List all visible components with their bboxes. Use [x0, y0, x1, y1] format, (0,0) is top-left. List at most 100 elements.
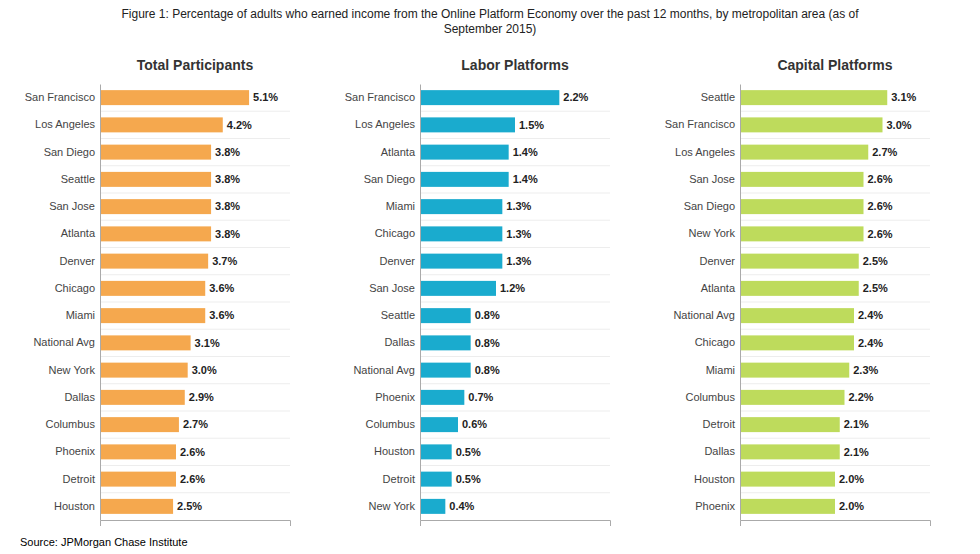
separator — [420, 465, 610, 466]
data-label: 2.6% — [180, 446, 205, 458]
title: Figure 1: Percentage of adults who earne… — [121, 7, 859, 36]
data-label: 3.8% — [215, 200, 240, 212]
data-label: 3.8% — [215, 228, 240, 240]
data-labels: 5.1%4.2%3.8%3.8%3.8%3.8%3.7%3.6%3.6%3.1%… — [177, 91, 278, 512]
data-label: 2.2% — [849, 391, 874, 403]
separator — [100, 492, 290, 493]
bar — [100, 390, 185, 405]
y-tick: Denver — [700, 255, 736, 267]
title-line: September 2015) — [444, 22, 537, 36]
data-label: 5.1% — [253, 91, 278, 103]
data-label: 2.6% — [868, 173, 893, 185]
y-tick: Columbus — [365, 418, 415, 430]
y-tick-label: Phoenix — [695, 500, 735, 512]
y-tick-label: San Jose — [689, 173, 735, 185]
y-tick: Miami — [706, 364, 735, 376]
separator — [420, 329, 610, 330]
panel-title: Capital Platforms — [777, 57, 892, 73]
bar — [740, 444, 840, 459]
separator — [420, 274, 610, 275]
y-tick-label: San Francisco — [665, 118, 735, 130]
data-label: 2.0% — [839, 500, 864, 512]
bar — [740, 145, 868, 160]
y-tick-label: New York — [49, 364, 96, 376]
bar — [420, 499, 445, 514]
y-tick: Chicago — [695, 336, 735, 348]
bar — [100, 117, 223, 132]
data-label: 0.5% — [456, 473, 481, 485]
data-label: 2.5% — [863, 255, 888, 267]
bar — [100, 281, 205, 296]
bar — [420, 390, 464, 405]
y-tick-label: Los Angeles — [35, 118, 95, 130]
separator — [740, 383, 930, 384]
y-tick-label: New York — [369, 500, 416, 512]
y-tick: Columbus — [45, 418, 95, 430]
bar — [100, 254, 208, 269]
y-tick-label: Seattle — [381, 309, 415, 321]
data-label: 0.8% — [475, 337, 500, 349]
data-label: 2.9% — [189, 391, 214, 403]
y-tick-label: Detroit — [703, 418, 735, 430]
separator — [740, 138, 930, 139]
separator — [740, 329, 930, 330]
source: Source: JPMorgan Chase Institute — [20, 536, 188, 548]
bar — [740, 472, 835, 487]
bar — [100, 172, 211, 187]
y-tick: Detroit — [703, 418, 735, 430]
bar — [420, 254, 502, 269]
data-labels: 3.1%3.0%2.7%2.6%2.6%2.6%2.5%2.5%2.4%2.4%… — [839, 91, 917, 512]
bar — [740, 90, 887, 105]
bar — [100, 363, 188, 378]
bar — [740, 254, 859, 269]
bars — [100, 90, 249, 514]
y-tick: Seattle — [381, 309, 415, 321]
separator — [100, 438, 290, 439]
bar — [420, 472, 452, 487]
y-tick-label: San Francisco — [345, 91, 415, 103]
y-tick-label: Seattle — [701, 91, 735, 103]
data-label: 0.7% — [468, 391, 493, 403]
x-axis-line — [101, 521, 291, 527]
y-tick: Miami — [386, 200, 415, 212]
data-label: 2.4% — [858, 337, 883, 349]
bar — [740, 363, 849, 378]
data-label: 0.8% — [475, 309, 500, 321]
data-label: 3.1% — [195, 337, 220, 349]
bars — [740, 90, 887, 514]
y-tick-label: Columbus — [45, 418, 95, 430]
data-label: 1.4% — [513, 146, 538, 158]
data-label: 2.4% — [858, 309, 883, 321]
bar — [740, 417, 840, 432]
y-tick: Chicago — [55, 282, 95, 294]
bar — [740, 335, 854, 350]
data-label: 0.6% — [462, 418, 487, 430]
bar — [740, 226, 864, 241]
separator — [740, 274, 930, 275]
separator — [740, 492, 930, 493]
y-tick-label: Los Angeles — [355, 118, 415, 130]
y-tick-label: National Avg — [673, 309, 735, 321]
y-tick-label: San Diego — [44, 146, 95, 158]
y-tick: Los Angeles — [675, 146, 735, 158]
y-tick: Dallas — [64, 391, 95, 403]
bar — [420, 363, 471, 378]
y-tick-label: Seattle — [61, 173, 95, 185]
bar — [740, 199, 864, 214]
separator — [740, 193, 930, 194]
separator — [100, 165, 290, 166]
data-label: 0.4% — [449, 500, 474, 512]
y-tick: Denver — [60, 255, 96, 267]
data-label: 2.7% — [183, 418, 208, 430]
y-tick-label: New York — [689, 227, 736, 239]
bar — [740, 281, 859, 296]
data-label: 3.7% — [212, 255, 237, 267]
data-label: 2.1% — [844, 418, 869, 430]
y-tick: Miami — [66, 309, 95, 321]
data-label: 4.2% — [227, 119, 252, 131]
data-label: 3.6% — [209, 309, 234, 321]
y-tick-label: Houston — [54, 500, 95, 512]
separator — [100, 383, 290, 384]
bar — [100, 335, 191, 350]
x-axis — [421, 521, 611, 527]
